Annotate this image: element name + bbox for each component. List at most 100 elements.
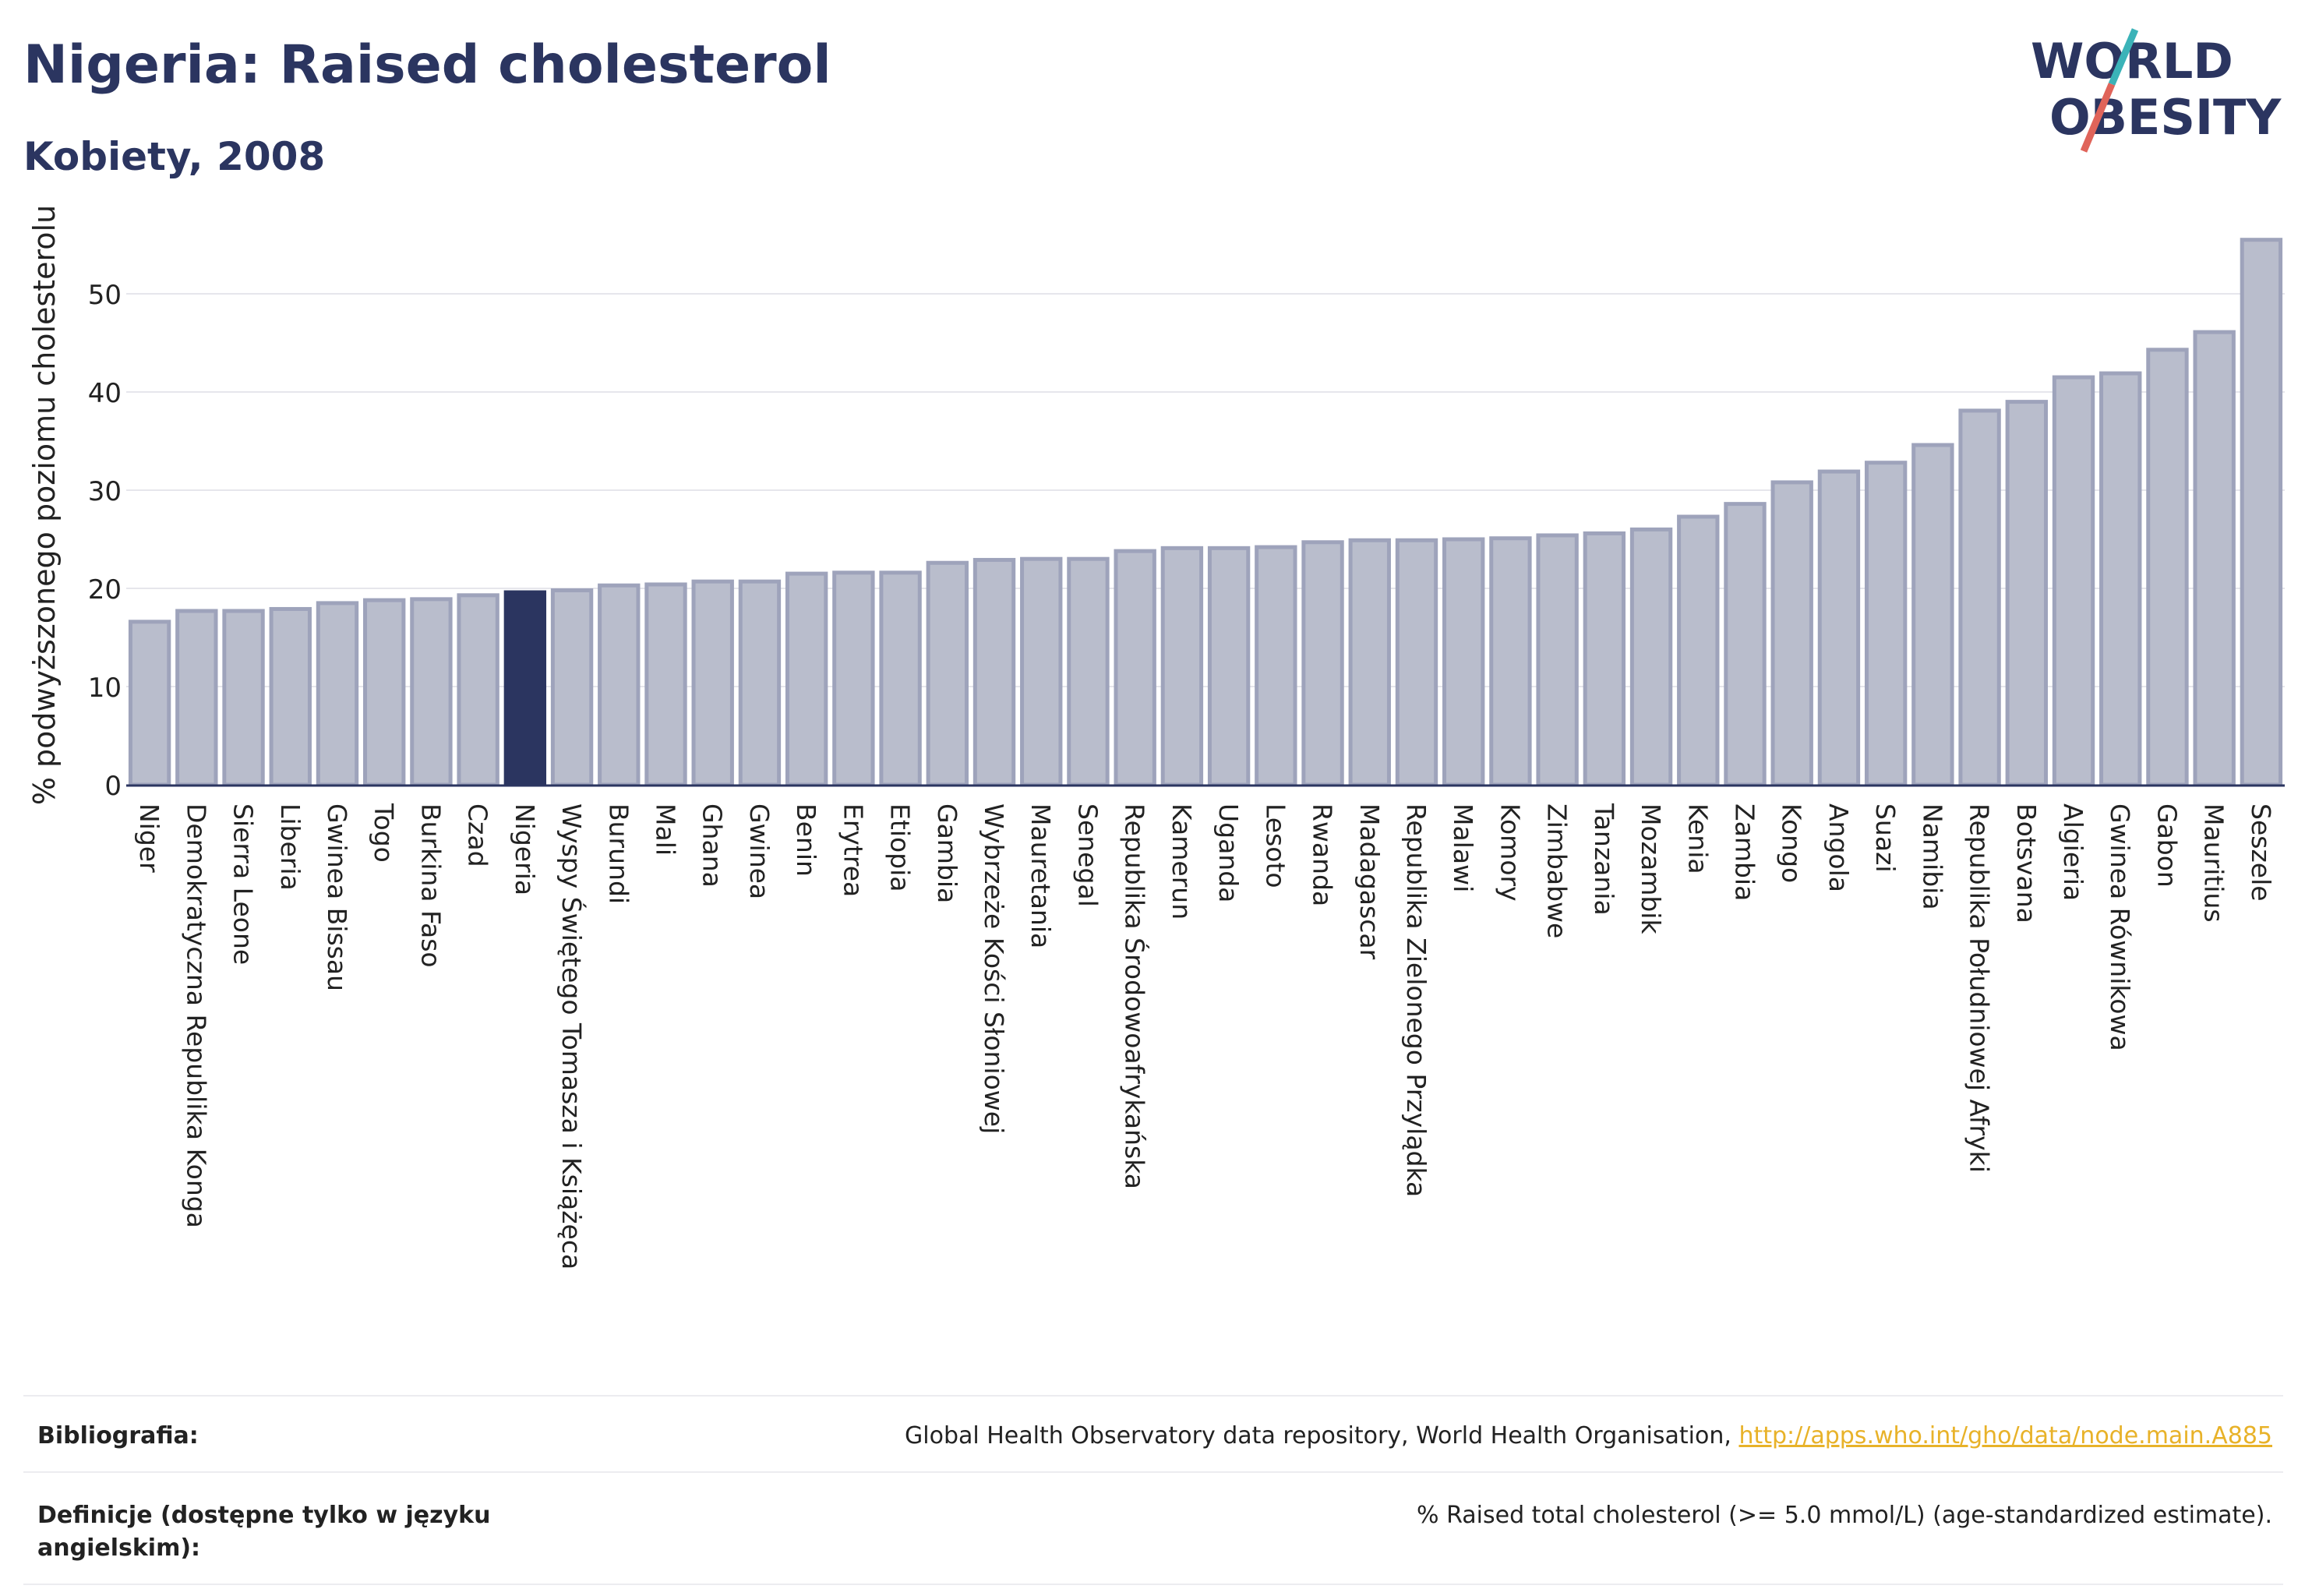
bar-1 [175, 609, 218, 787]
definition-row: Definicje (dostępne tylko w języku angie… [23, 1471, 2283, 1585]
bar-37 [1864, 461, 1908, 787]
x-tick-label: Namibia [1917, 803, 1947, 910]
x-tick-label: Senegal [1072, 803, 1103, 907]
y-tick-labels: 0 10 20 30 40 50 [88, 280, 122, 802]
bar-39 [1958, 408, 2001, 787]
bars [128, 238, 2283, 787]
x-tick-labels: Niger Demokratyczna Republika Konga Sierra… [134, 803, 2276, 1269]
bibliography-label: Bibliografia: [37, 1422, 199, 1449]
bibliography-value: Global Health Observatory data repositor… [905, 1420, 2283, 1453]
bar-12 [691, 579, 734, 787]
bar-19 [1020, 556, 1063, 787]
bar-0 [128, 620, 171, 787]
x-tick-label: Ghana [697, 803, 728, 888]
bar-36 [1817, 469, 1861, 787]
bar-30 [1536, 533, 1579, 787]
x-tick-label: Gabon [2151, 803, 2182, 888]
y-tick-label: 30 [88, 476, 122, 507]
bar-31 [1583, 531, 1626, 787]
x-tick-label: Czad [463, 803, 493, 867]
bar-41 [2052, 375, 2095, 787]
x-tick-label: Gwinea Bissau [322, 803, 352, 991]
x-tick-label: Mozambik [1636, 803, 1666, 934]
x-tick-label: Kamerun [1167, 803, 1197, 920]
bar-24 [1255, 545, 1297, 787]
definition-value: % Raised total cholesterol (>= 5.0 mmol/… [1417, 1502, 2272, 1529]
bar-23 [1207, 546, 1251, 787]
bar-26 [1348, 538, 1391, 787]
bibliography-link[interactable]: http://apps.who.int/gho/data/node.main.A… [1738, 1422, 2272, 1449]
bar-40 [2005, 400, 2048, 787]
x-tick-label: Zimbabwe [1542, 803, 1573, 938]
x-tick-label: Etiopia [885, 803, 916, 892]
x-tick-label: Madagascar [1354, 803, 1385, 960]
x-tick-label: Sierra Leone [228, 803, 259, 965]
x-tick-label: Wyspy Świętego Tomasza i Książęca [556, 803, 588, 1269]
x-tick-label: Gambia [932, 803, 962, 903]
bar-11 [644, 582, 687, 787]
bar-20 [1067, 556, 1110, 787]
bar-21 [1114, 549, 1156, 787]
bar-18 [972, 557, 1016, 787]
y-axis-title: % podwyższonego poziomu cholesterolu [27, 205, 62, 805]
bar-16 [879, 570, 922, 787]
x-tick-label: Suazi [1870, 803, 1901, 873]
bar-6 [410, 597, 453, 787]
x-tick-label: Republika Środowoafrykańska [1120, 803, 1151, 1189]
x-tick-label: Liberia [275, 803, 305, 891]
x-tick-label: Rwanda [1308, 803, 1338, 906]
x-tick-label: Gwinea [744, 803, 775, 899]
bar-3 [269, 606, 312, 787]
x-tick-label: Algieria [2058, 803, 2088, 901]
x-tick-label: Wybrzeże Kości Słoniowej [979, 803, 1009, 1134]
x-tick-label: Nigeria [510, 803, 540, 895]
bar-25 [1301, 540, 1344, 787]
bar-chart: 0 10 20 30 40 50 Niger Demokratyczna Republika… [27, 205, 2285, 1269]
chart-subtitle: Kobiety, 2008 [23, 134, 326, 179]
definition-label: Definicje (dostępne tylko w języku angie… [37, 1502, 491, 1562]
world-obesity-logo: WORLD OBESITY [2031, 28, 2282, 153]
x-tick-label: Erytrea [838, 803, 868, 897]
logo-slash-teal [2108, 28, 2139, 86]
bar-2 [222, 609, 265, 787]
x-tick-label: Komory [1495, 803, 1525, 902]
bar-15 [832, 570, 875, 787]
bar-10 [598, 583, 641, 787]
bar-28 [1442, 537, 1485, 787]
chart-title: Nigeria: Raised cholesterol [23, 34, 831, 96]
x-tick-label: Mali [651, 803, 681, 856]
x-tick-label: Republika Południowej Afryki [1964, 803, 1995, 1173]
bar-22 [1160, 546, 1204, 787]
bar-8 [503, 590, 547, 787]
bar-5 [363, 598, 406, 787]
bar-7 [457, 593, 499, 787]
bar-38 [1911, 443, 1954, 787]
x-tick-label: Benin [791, 803, 821, 877]
bar-45 [2240, 238, 2283, 787]
x-tick-label: Republika Zielonego Przylądka [1401, 803, 1431, 1197]
logo-slash-red [2080, 83, 2116, 153]
y-tick-label: 50 [88, 280, 122, 311]
x-tick-label: Burundi [603, 803, 634, 904]
x-tick-label: Lesoto [1260, 803, 1290, 888]
x-tick-label: Demokratyczna Republika Konga [181, 803, 211, 1228]
x-tick-label: Botsvana [2011, 803, 2042, 923]
x-tick-label: Mauretania [1025, 803, 1056, 948]
x-tick-label: Angola [1823, 803, 1854, 892]
bar-9 [550, 588, 594, 787]
bar-14 [785, 571, 828, 787]
x-tick-label: Gwinea Równikowa [2105, 803, 2135, 1051]
x-tick-label: Mauritius [2199, 803, 2229, 923]
x-tick-label: Zambia [1730, 803, 1760, 901]
bar-13 [738, 579, 782, 787]
x-tick-label: Tanzania [1589, 803, 1619, 916]
bar-33 [1677, 514, 1720, 787]
bar-34 [1724, 502, 1767, 787]
x-tick-label: Togo [369, 803, 399, 863]
y-tick-label: 40 [88, 378, 122, 409]
bar-4 [316, 601, 359, 787]
y-tick-label: 0 [104, 771, 122, 802]
bar-44 [2193, 330, 2236, 787]
bar-17 [926, 560, 969, 787]
bar-43 [2146, 348, 2189, 787]
